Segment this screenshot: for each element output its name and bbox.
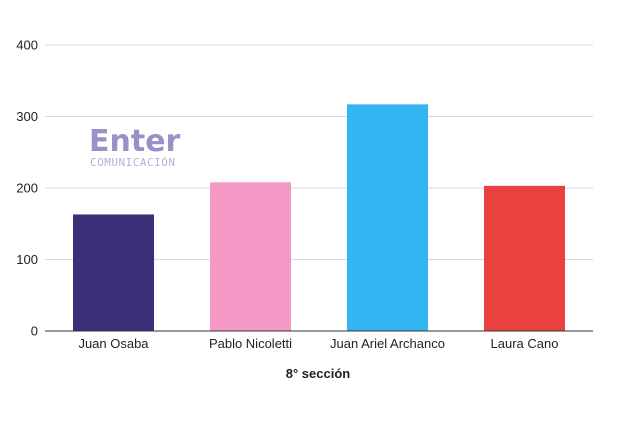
x-axis-label: 8° sección [286, 366, 351, 381]
enter-logo: Enter COMUNICACIÓN [89, 124, 181, 169]
y-tick-label: 100 [16, 252, 38, 267]
x-category-label: Laura Cano [491, 336, 559, 351]
x-axis-categories: Juan Osaba Pablo Nicoletti Juan Ariel Arch… [78, 336, 558, 351]
y-tick-label: 200 [16, 181, 38, 196]
bar-juan-osaba [73, 214, 154, 331]
logo-tagline: COMUNICACIÓN [90, 156, 175, 169]
logo-word: Enter [89, 124, 181, 159]
bars [73, 104, 565, 331]
y-tick-label: 400 [16, 38, 38, 53]
bar-laura-cano [484, 185, 565, 331]
bar-pablo-nicoletti [210, 182, 291, 331]
bar-juan-ariel-archanco [347, 104, 428, 331]
y-axis-ticks: 0 100 200 300 400 [16, 38, 38, 339]
x-category-label: Juan Ariel Archanco [330, 336, 445, 351]
x-category-label: Juan Osaba [78, 336, 149, 351]
y-tick-label: 0 [31, 324, 38, 339]
y-tick-label: 300 [16, 109, 38, 124]
x-category-label: Pablo Nicoletti [209, 336, 292, 351]
